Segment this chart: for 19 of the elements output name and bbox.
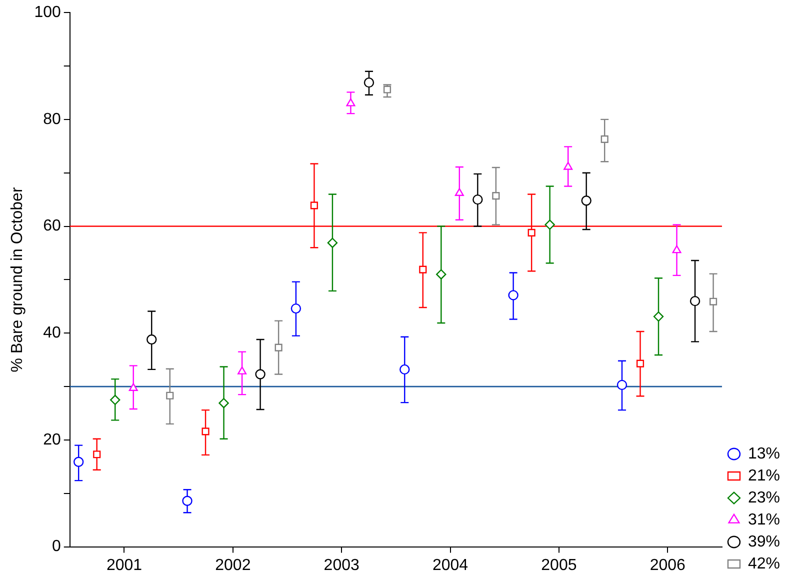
legend-label: 39%: [748, 533, 780, 550]
legend-label: 21%: [748, 467, 780, 484]
y-tick-label: 0: [52, 538, 61, 556]
x-tick-label: 2003: [324, 556, 360, 574]
x-tick-label: 2006: [650, 556, 686, 574]
legend-label: 13%: [748, 445, 780, 462]
x-tick-label: 2002: [215, 556, 251, 574]
y-tick-label: 20: [43, 431, 61, 448]
y-tick-label: 40: [43, 324, 61, 342]
legend-label: 42%: [748, 555, 780, 572]
y-tick-label: 100: [34, 4, 61, 22]
x-tick-label: 2005: [541, 556, 577, 574]
y-axis-title: % Bare ground in October: [9, 186, 26, 372]
x-tick-label: 2001: [106, 556, 142, 574]
legend-label: 31%: [748, 511, 780, 528]
y-tick-label: 80: [43, 110, 61, 128]
y-tick-label: 60: [43, 218, 61, 235]
x-tick-label: 2004: [432, 556, 468, 574]
legend-label: 23%: [748, 489, 780, 506]
